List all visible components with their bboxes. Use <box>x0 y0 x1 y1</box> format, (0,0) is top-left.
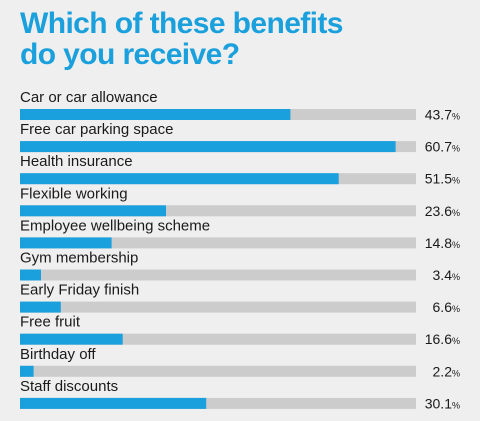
category-label: Car or car allowance <box>20 89 158 106</box>
bar-track <box>20 269 416 281</box>
value-label: 14.8% <box>425 235 460 251</box>
bar <box>20 269 41 281</box>
value-unit: % <box>452 400 460 410</box>
bar-track <box>20 333 416 345</box>
value-unit: % <box>452 112 460 122</box>
value-label: 6.6% <box>433 299 460 315</box>
bar <box>20 365 34 377</box>
value-unit: % <box>452 208 460 218</box>
value-number: 6.6 <box>433 299 453 315</box>
value-number: 23.6 <box>425 203 452 219</box>
bar-track <box>20 365 416 377</box>
bar <box>20 205 166 217</box>
bar <box>20 141 396 153</box>
value-label: 43.7% <box>425 107 460 123</box>
value-number: 2.2 <box>433 363 453 379</box>
category-label: Employee wellbeing scheme <box>20 217 210 234</box>
bar <box>20 397 207 409</box>
bar-track <box>20 397 416 409</box>
value-label: 30.1% <box>425 395 460 411</box>
bar <box>20 173 339 185</box>
value-unit: % <box>452 272 460 282</box>
bar <box>20 237 112 249</box>
value-label: 51.5% <box>425 171 460 187</box>
value-number: 3.4 <box>433 267 453 283</box>
chart-title-line-2: do you receive? <box>20 38 240 71</box>
value-unit: % <box>452 304 460 314</box>
value-number: 14.8 <box>425 235 452 251</box>
category-label: Free fruit <box>20 314 81 331</box>
value-number: 60.7 <box>425 139 452 155</box>
chart-title: Which of these benefits do you receive? <box>20 8 460 70</box>
bar-track <box>20 301 416 313</box>
value-number: 30.1 <box>425 395 452 411</box>
value-number: 51.5 <box>425 171 452 187</box>
chart-title-line-1: Which of these benefits <box>20 7 344 40</box>
bar <box>20 333 123 345</box>
value-unit: % <box>452 176 460 186</box>
bar-track <box>20 205 416 217</box>
value-unit: % <box>452 144 460 154</box>
bar <box>20 301 61 313</box>
value-number: 16.6 <box>425 331 452 347</box>
value-label: 2.2% <box>433 363 460 379</box>
category-label: Flexible working <box>20 185 128 202</box>
value-label: 23.6% <box>425 203 460 219</box>
value-unit: % <box>452 240 460 250</box>
value-unit: % <box>452 336 460 346</box>
category-label: Free car parking space <box>20 121 173 138</box>
value-unit: % <box>452 368 460 378</box>
category-label: Gym membership <box>20 250 138 267</box>
category-label: Health insurance <box>20 153 133 170</box>
value-label: 60.7% <box>425 139 460 155</box>
value-number: 43.7 <box>425 107 452 123</box>
category-label: Staff discounts <box>20 378 118 395</box>
bar <box>20 109 291 120</box>
category-label: Birthday off <box>20 346 96 363</box>
bar-track <box>20 237 416 249</box>
category-label: Early Friday finish <box>20 282 139 299</box>
value-label: 3.4% <box>433 267 460 283</box>
value-label: 16.6% <box>425 331 460 347</box>
